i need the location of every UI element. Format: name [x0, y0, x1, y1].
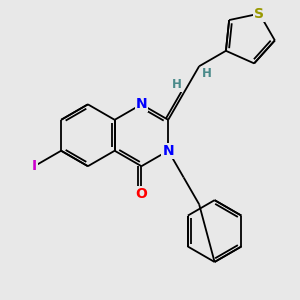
Text: N: N — [136, 98, 147, 111]
Text: I: I — [32, 159, 37, 173]
Text: H: H — [171, 78, 181, 91]
Text: S: S — [254, 7, 264, 21]
Text: O: O — [136, 187, 147, 201]
Text: N: N — [162, 144, 174, 158]
Text: H: H — [202, 67, 212, 80]
